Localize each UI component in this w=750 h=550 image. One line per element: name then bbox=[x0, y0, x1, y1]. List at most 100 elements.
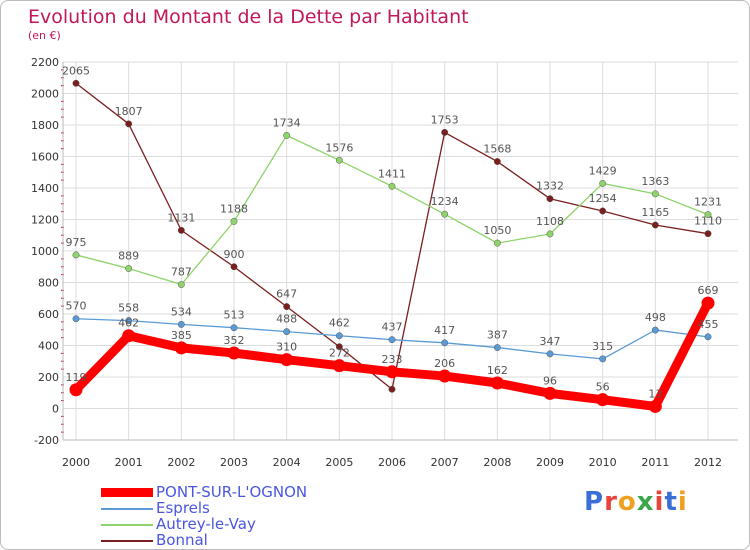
series bbox=[69, 79, 715, 413]
data-label: 347 bbox=[540, 335, 561, 348]
data-point bbox=[125, 265, 133, 272]
data-label: 669 bbox=[698, 284, 719, 297]
data-point bbox=[704, 333, 712, 341]
data-point bbox=[335, 332, 343, 340]
data-point bbox=[72, 79, 80, 87]
data-label: 13 bbox=[648, 387, 662, 400]
value-labels: 2065 1807 1131 900 647 1753 1568 1332 1254 1165 11… bbox=[62, 64, 722, 400]
data-point bbox=[125, 317, 133, 325]
data-point bbox=[177, 320, 185, 328]
data-point bbox=[546, 195, 554, 203]
data-point bbox=[388, 385, 396, 393]
data-point bbox=[490, 376, 504, 390]
data-point bbox=[651, 190, 659, 198]
data-point bbox=[283, 303, 291, 311]
data-point bbox=[546, 350, 554, 358]
chart-subtitle: (en €) bbox=[28, 29, 61, 42]
data-point bbox=[283, 328, 291, 336]
data-point bbox=[441, 339, 449, 347]
data-label: 488 bbox=[276, 313, 297, 326]
y-tick-label: 1200 bbox=[31, 214, 59, 227]
data-point bbox=[335, 343, 343, 351]
data-label: 2065 bbox=[62, 64, 90, 77]
y-tick-label: -200 bbox=[34, 434, 59, 447]
data-label: 437 bbox=[382, 321, 403, 334]
data-label: 462 bbox=[118, 317, 139, 330]
data-label: 570 bbox=[66, 300, 87, 313]
data-point bbox=[122, 329, 136, 343]
y-tick-label: 400 bbox=[38, 340, 59, 353]
x-tick-label: 2000 bbox=[62, 456, 90, 469]
data-point bbox=[546, 230, 554, 238]
data-point bbox=[701, 296, 715, 310]
data-point bbox=[441, 210, 449, 218]
data-label: 975 bbox=[66, 236, 87, 249]
data-label: 206 bbox=[434, 357, 455, 370]
y-tick-label: 0 bbox=[52, 403, 59, 416]
data-label: 1050 bbox=[483, 224, 511, 237]
data-label: 1568 bbox=[483, 143, 511, 156]
data-label: 1734 bbox=[273, 116, 301, 129]
data-point bbox=[72, 251, 80, 259]
data-label: 310 bbox=[276, 341, 297, 354]
data-label: 558 bbox=[118, 302, 139, 315]
x-tick-label: 2011 bbox=[641, 456, 669, 469]
legend-label: Bonnal bbox=[156, 531, 208, 549]
x-tick-label: 2012 bbox=[694, 456, 722, 469]
data-label: 534 bbox=[171, 305, 192, 318]
data-point bbox=[493, 158, 501, 165]
data-label: 1411 bbox=[378, 167, 406, 180]
grid bbox=[63, 61, 738, 441]
data-label: 513 bbox=[224, 309, 245, 322]
data-point bbox=[230, 263, 238, 271]
data-label: 1108 bbox=[536, 215, 564, 228]
data-label: 1234 bbox=[431, 195, 459, 208]
data-point bbox=[493, 344, 501, 351]
x-tick-label: 2005 bbox=[325, 456, 353, 469]
data-label: 889 bbox=[118, 249, 139, 262]
y-tick-label: 800 bbox=[38, 277, 59, 290]
y-tick-label: 1000 bbox=[31, 245, 59, 258]
data-label: 1254 bbox=[589, 192, 617, 205]
data-point bbox=[385, 365, 399, 379]
data-point bbox=[125, 120, 133, 128]
data-point bbox=[227, 346, 241, 360]
data-label: 272 bbox=[329, 347, 350, 360]
data-point bbox=[280, 353, 294, 367]
data-point bbox=[596, 393, 610, 407]
x-tick-label: 2007 bbox=[431, 456, 459, 469]
data-point bbox=[283, 131, 291, 139]
x-tick-label: 2001 bbox=[115, 456, 143, 469]
data-label: 647 bbox=[276, 288, 297, 301]
data-point bbox=[230, 217, 238, 225]
y-tick-label: 1600 bbox=[31, 151, 59, 164]
data-point bbox=[599, 207, 607, 215]
x-tick-label: 2008 bbox=[483, 456, 511, 469]
chart-title: Evolution du Montant de la Dette par Hab… bbox=[28, 6, 469, 28]
legend-label: Autrey-le-Vay bbox=[156, 515, 256, 533]
data-point bbox=[651, 221, 659, 229]
data-label: 1576 bbox=[325, 141, 353, 154]
y-tick-label: 1400 bbox=[31, 182, 59, 195]
legend-swatch bbox=[101, 524, 153, 526]
data-label: 1188 bbox=[220, 202, 248, 215]
x-tick-label: 2009 bbox=[536, 456, 564, 469]
data-point bbox=[174, 341, 188, 355]
logo-letter: i bbox=[654, 487, 665, 517]
data-point bbox=[599, 179, 607, 187]
data-label: 1131 bbox=[167, 211, 195, 224]
data-label: 119 bbox=[66, 371, 87, 384]
data-point bbox=[332, 359, 346, 373]
data-label: 1231 bbox=[694, 196, 722, 209]
data-point bbox=[543, 386, 557, 400]
data-label: 56 bbox=[596, 381, 610, 394]
data-label: 1363 bbox=[641, 175, 669, 188]
data-point bbox=[493, 239, 501, 247]
axes: -200 0 200 400 600 800 1000 1200 1400 1600 1800 200… bbox=[31, 56, 738, 469]
y-tick-label: 600 bbox=[38, 308, 59, 321]
data-label: 352 bbox=[224, 334, 245, 347]
data-label: 1807 bbox=[115, 105, 143, 118]
y-tick-label: 200 bbox=[38, 371, 59, 384]
data-point bbox=[438, 369, 452, 383]
data-label: 498 bbox=[645, 311, 666, 324]
